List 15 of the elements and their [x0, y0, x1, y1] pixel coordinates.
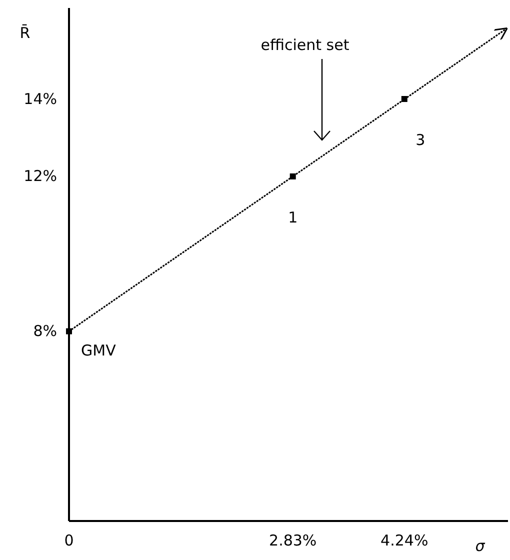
y-tick-label: 12% [24, 167, 57, 186]
x-axis-title: σ [475, 537, 486, 555]
y-axis-title: R̄ [20, 23, 30, 42]
y-tick-label: 14% [24, 90, 57, 108]
y-tick-label: 8% [33, 322, 57, 340]
point [401, 96, 408, 102]
point [290, 173, 296, 180]
x-tick-label: 2.83% [269, 532, 317, 550]
annotation: efficient set [260, 36, 350, 54]
annotation: 3 [416, 130, 426, 149]
annotation: GMV [81, 341, 117, 360]
x-tick-label: 4.24% [380, 532, 428, 550]
x-tick-label: 0 [64, 532, 74, 550]
point [66, 328, 72, 334]
annotation: 1 [288, 208, 298, 226]
